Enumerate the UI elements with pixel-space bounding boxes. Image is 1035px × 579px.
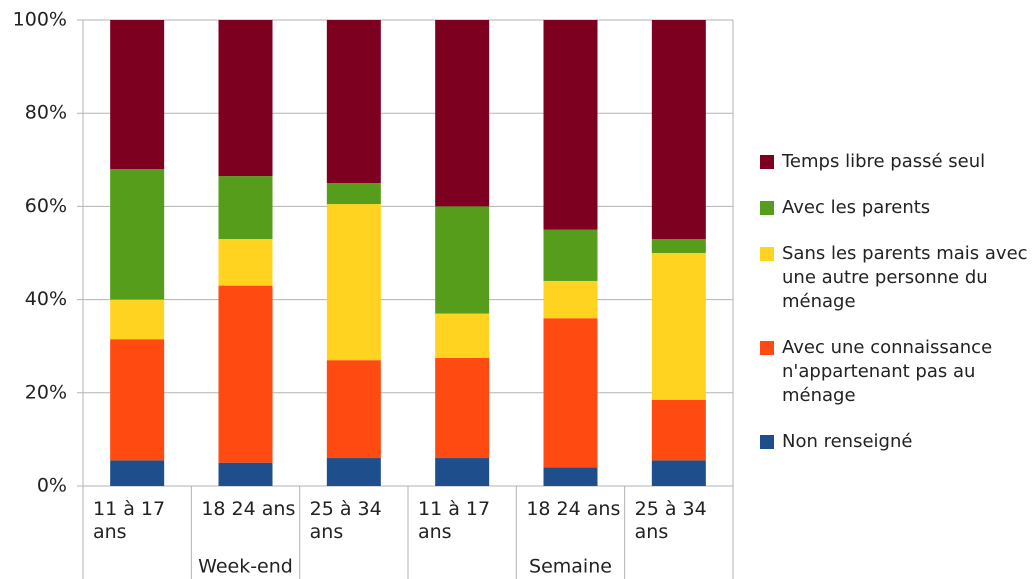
- legend-label: Non renseigné: [782, 431, 913, 452]
- x-tick-label-box: 11 à 17 ans: [93, 498, 166, 543]
- bar-segment: [218, 239, 273, 286]
- bar-segment: [435, 313, 490, 358]
- bar-segment: [651, 253, 706, 400]
- legend-item: Temps libre passé seul: [760, 150, 1032, 174]
- legend-swatch: [760, 435, 774, 449]
- y-tick-label: 80%: [25, 102, 67, 124]
- x-tick-label: 25 à 34 ans: [634, 498, 707, 543]
- legend-label: Avec une connaissance n'appartenant pas …: [782, 337, 993, 406]
- bar-segment: [326, 458, 381, 486]
- y-tick-label: 0%: [37, 475, 67, 497]
- bar-segment: [218, 462, 273, 486]
- bar-segment: [326, 360, 381, 459]
- x-tick-label: 25 à 34 ans: [309, 498, 382, 543]
- x-tick-label: 11 à 17 ans: [418, 498, 491, 543]
- bar-segment: [326, 20, 381, 184]
- bar-segment: [435, 20, 490, 207]
- bar-segment: [543, 229, 598, 281]
- y-tick-label: 100%: [13, 9, 67, 31]
- bar-segment: [543, 20, 598, 230]
- legend-item: Avec une connaissance n'appartenant pas …: [760, 336, 1032, 408]
- bar-segment: [110, 460, 165, 486]
- y-tick-label: 40%: [25, 288, 67, 310]
- bar-segment: [110, 169, 165, 300]
- bar-segment: [218, 285, 273, 463]
- y-tick-label: 60%: [25, 195, 67, 217]
- legend-label: Avec les parents: [782, 197, 931, 218]
- chart: 0% 20% 40% 60% 80% 100% 11 à 17 ans 18 24 ans 25…: [13, 9, 734, 579]
- x-tick-label-box: 11 à 17 ans: [418, 498, 491, 543]
- legend: Temps libre passé seul Avec les parents Sa…: [760, 150, 1032, 454]
- bar-segment: [543, 280, 598, 319]
- group-label: Week-end: [198, 556, 293, 578]
- bar-segment: [110, 339, 165, 461]
- bar-segment: [110, 20, 165, 170]
- x-tick-label: 18 24 ans: [201, 498, 296, 520]
- bar-segment: [435, 357, 490, 459]
- legend-swatch: [760, 201, 774, 215]
- x-tick-label-box: 25 à 34 ans: [634, 498, 707, 543]
- legend-swatch: [760, 247, 774, 261]
- legend-label: Temps libre passé seul: [782, 151, 986, 172]
- legend-item: Non renseigné: [760, 430, 1032, 454]
- bar-segment: [326, 204, 381, 361]
- x-tick-label: 18 24 ans: [526, 498, 621, 520]
- bar-segment: [110, 299, 165, 340]
- x-tick-label-box: 18 24 ans: [201, 498, 296, 520]
- bar-segment: [326, 183, 381, 205]
- legend-swatch: [760, 341, 774, 355]
- legend-label: Sans les parents mais avec une autre per…: [782, 243, 1028, 312]
- group-label: Semaine: [529, 556, 612, 578]
- legend-item: Sans les parents mais avec une autre per…: [760, 242, 1032, 314]
- bar-segment: [435, 206, 490, 314]
- x-tick-label-box: 25 à 34 ans: [309, 498, 382, 543]
- bar-segment: [218, 176, 273, 240]
- bar-segment: [651, 460, 706, 486]
- bar-segment: [651, 399, 706, 461]
- bar-segment: [651, 20, 706, 240]
- bar-segment: [218, 20, 273, 177]
- legend-item: Avec les parents: [760, 196, 1032, 220]
- bar-segment: [543, 467, 598, 486]
- x-tick-label: 11 à 17 ans: [93, 498, 166, 543]
- legend-swatch: [760, 155, 774, 169]
- y-tick-label: 20%: [25, 381, 67, 403]
- bar-segment: [435, 458, 490, 486]
- x-tick-label-box: 18 24 ans: [526, 498, 621, 520]
- bar-segment: [651, 239, 706, 253]
- bar-segment: [543, 318, 598, 468]
